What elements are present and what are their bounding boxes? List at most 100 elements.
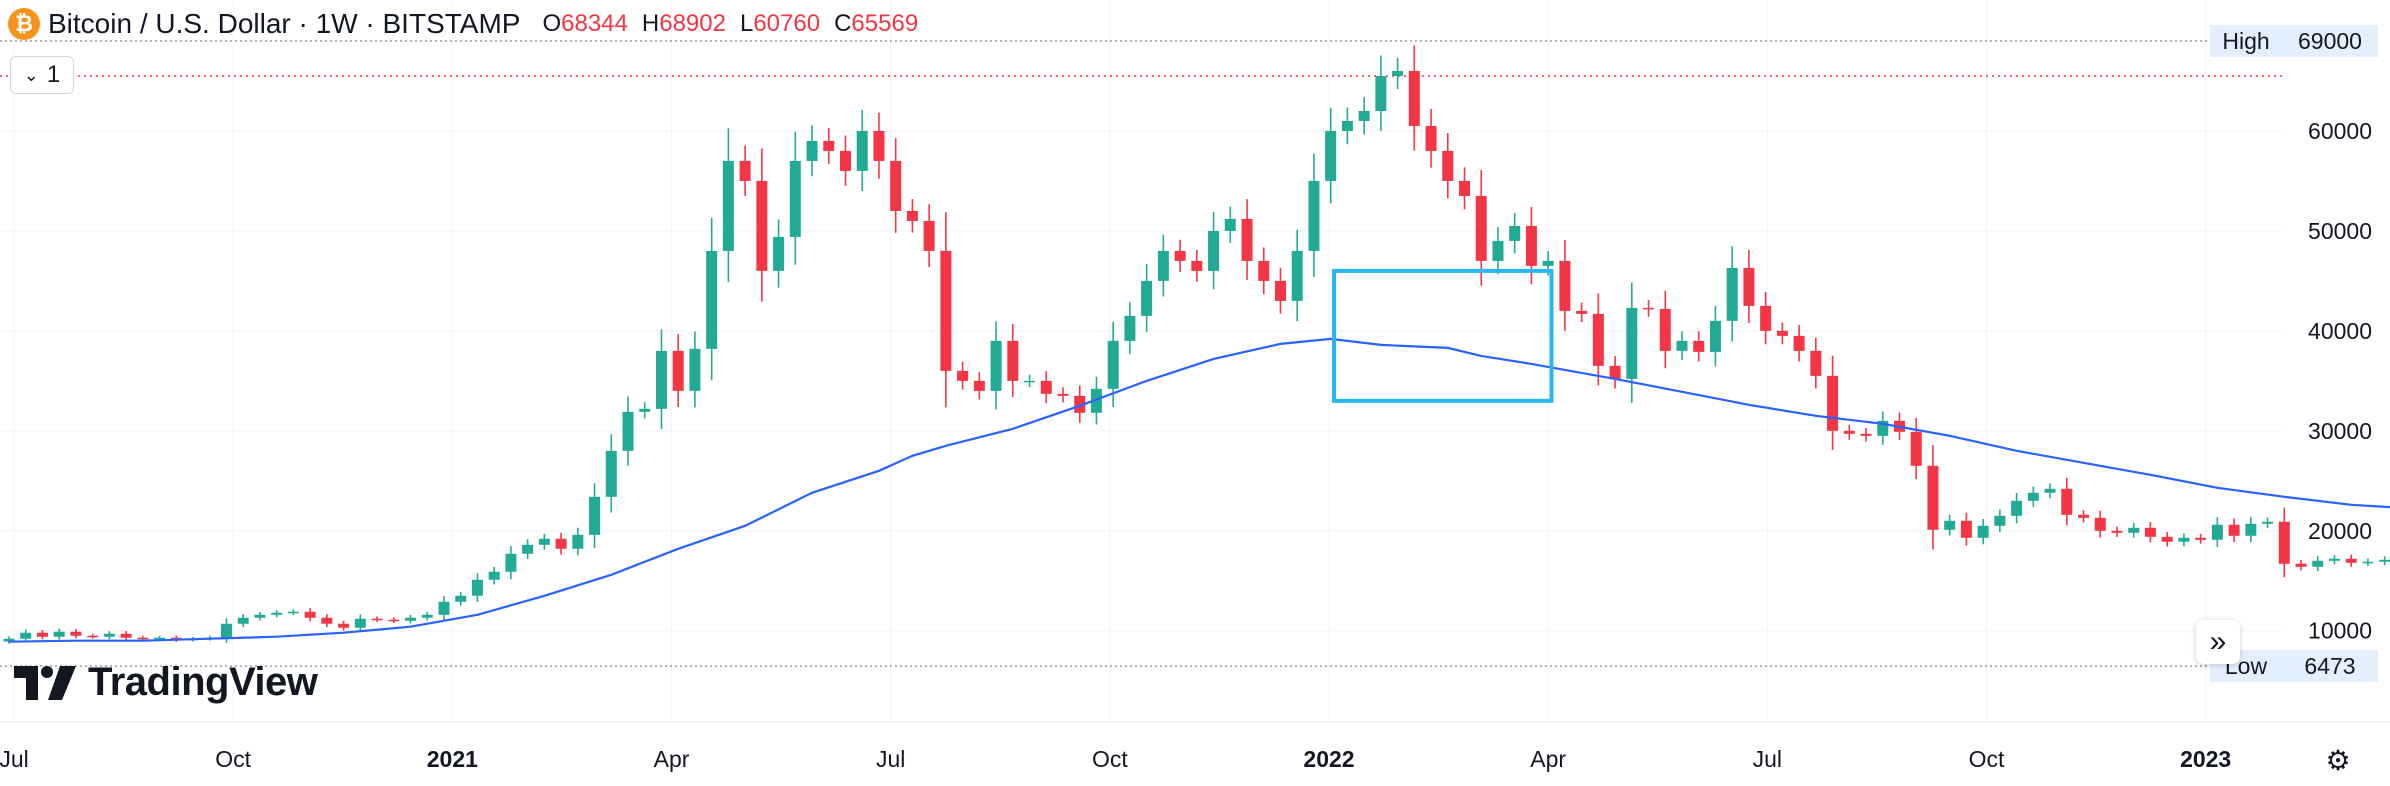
candle-body bbox=[1141, 280, 1153, 316]
candle-body bbox=[1927, 465, 1939, 530]
symbol-header: ₿ Bitcoin / U.S. Dollar · 1W · BITSTAMP … bbox=[8, 6, 918, 42]
candle-body bbox=[20, 632, 32, 639]
candle-body bbox=[2144, 527, 2156, 537]
candle-body bbox=[338, 623, 350, 628]
candle-body bbox=[890, 160, 902, 211]
time-axis[interactable]: JulOct2021AprJulOct2022AprJulOct2023AprJ… bbox=[0, 746, 2390, 772]
open-key: O bbox=[542, 10, 562, 37]
candle-body bbox=[1643, 307, 1655, 310]
brand-name: TradingView bbox=[88, 660, 318, 704]
candle-body bbox=[1509, 225, 1521, 241]
candle-body bbox=[287, 611, 299, 614]
indicators-toggle-button[interactable]: ⌄ 1 bbox=[10, 56, 74, 94]
candle-body bbox=[1425, 125, 1437, 151]
candle-body bbox=[1191, 260, 1203, 271]
candle-body bbox=[555, 538, 567, 549]
candle-body bbox=[672, 350, 684, 391]
candle-body bbox=[505, 553, 517, 572]
high-label-bg bbox=[2210, 25, 2282, 57]
candle-body bbox=[1291, 250, 1303, 301]
time-tick-label: Jul bbox=[0, 746, 29, 772]
price-tick-label: 50000 bbox=[2308, 218, 2372, 244]
reference-lines bbox=[0, 40, 2282, 667]
candle-body bbox=[923, 220, 935, 251]
close-key: C bbox=[834, 10, 852, 37]
time-tick-label: Jul bbox=[876, 746, 905, 772]
candle-body bbox=[455, 595, 467, 602]
time-tick-label: Oct bbox=[1092, 746, 1128, 772]
candle-body bbox=[1559, 260, 1571, 311]
candle-body bbox=[2295, 563, 2307, 567]
candle-body bbox=[1157, 250, 1169, 281]
candle-body bbox=[973, 380, 985, 391]
time-tick-label: 2022 bbox=[1303, 746, 1354, 772]
candle-body bbox=[2027, 492, 2039, 501]
price-axis[interactable]: 10000 20000 30000 40000 50000 60000 bbox=[2308, 118, 2372, 644]
candle-body bbox=[1542, 260, 1554, 266]
candle-body bbox=[572, 534, 584, 549]
low-value: 60760 bbox=[753, 10, 821, 37]
tradingview-logo-icon bbox=[14, 665, 76, 700]
candle-body bbox=[1609, 365, 1621, 379]
candle-body bbox=[1074, 395, 1086, 413]
candle-body bbox=[1392, 70, 1404, 76]
candle-body bbox=[2312, 560, 2324, 567]
low-key: L bbox=[739, 10, 754, 37]
candle-body bbox=[1208, 230, 1220, 271]
candle-body bbox=[1676, 340, 1688, 351]
candle-body bbox=[2278, 521, 2290, 564]
candle-body bbox=[36, 632, 48, 637]
candle-body bbox=[1743, 267, 1755, 306]
candle-body bbox=[1877, 420, 1889, 436]
candle-body bbox=[2379, 559, 2390, 562]
scroll-to-realtime-button[interactable]: » bbox=[2196, 620, 2240, 664]
high-value-bg bbox=[2282, 25, 2378, 57]
candle-body bbox=[2228, 524, 2240, 536]
candle-body bbox=[722, 160, 734, 251]
tradingview-logo[interactable]: TradingView bbox=[14, 660, 318, 705]
chevron-down-icon: ⌄ bbox=[23, 64, 39, 85]
candle-body bbox=[2111, 530, 2123, 533]
price-tick-label: 40000 bbox=[2308, 318, 2372, 344]
candle-body bbox=[739, 160, 751, 181]
candle-body bbox=[522, 544, 534, 554]
candle-body bbox=[806, 140, 818, 161]
time-tick-label: Oct bbox=[1969, 746, 2005, 772]
high-value: 68902 bbox=[659, 10, 726, 37]
candle-body bbox=[1576, 310, 1588, 314]
chart-settings-button[interactable]: ⚙ bbox=[2322, 744, 2354, 776]
candle-body bbox=[1408, 70, 1420, 126]
candle-body bbox=[87, 635, 99, 638]
candle-body bbox=[421, 614, 433, 618]
candle-body bbox=[605, 450, 617, 497]
candle-body bbox=[1475, 195, 1487, 261]
candle-body bbox=[773, 236, 785, 271]
candle-body bbox=[1375, 75, 1387, 111]
candle-body bbox=[2328, 558, 2340, 561]
candle-body bbox=[1827, 375, 1839, 431]
candles bbox=[3, 45, 2390, 644]
candle-body bbox=[2345, 558, 2357, 563]
candle-body bbox=[354, 618, 366, 628]
time-tick-label: Jul bbox=[1753, 746, 1782, 772]
low-marker-value: 6473 bbox=[2304, 653, 2355, 679]
candle-body bbox=[1040, 380, 1052, 394]
candle-body bbox=[120, 633, 132, 638]
candle-body bbox=[2094, 517, 2106, 531]
candle-body bbox=[154, 637, 166, 640]
price-tick-label: 10000 bbox=[2308, 618, 2372, 644]
low-value-bg bbox=[2282, 650, 2378, 682]
candle-body bbox=[990, 340, 1002, 391]
symbol-title[interactable]: Bitcoin / U.S. Dollar · 1W · BITSTAMP bbox=[48, 8, 521, 39]
price-tick-label: 20000 bbox=[2308, 518, 2372, 544]
candle-body bbox=[1525, 225, 1537, 266]
candle-body bbox=[70, 631, 82, 636]
candle-body bbox=[1726, 267, 1738, 321]
candle-body bbox=[1492, 240, 1504, 261]
candle-body bbox=[1994, 515, 2006, 526]
candle-body bbox=[1944, 520, 1956, 530]
candle-body bbox=[137, 637, 149, 640]
candle-body bbox=[388, 619, 400, 622]
candle-body bbox=[1341, 120, 1353, 131]
